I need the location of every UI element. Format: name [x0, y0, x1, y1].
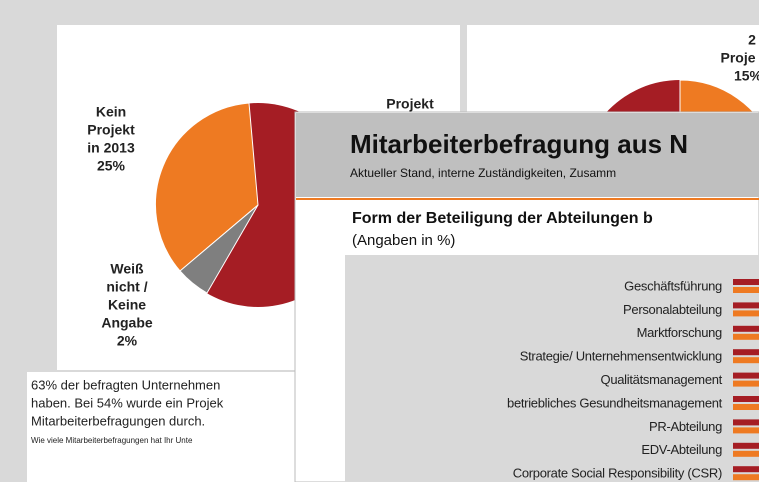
body-text: 63% der befragten Unternehmen	[31, 377, 220, 392]
front-title: Mitarbeiterbefragung aus N	[350, 129, 688, 159]
pie-label: Projekt	[87, 122, 135, 138]
back-labels: Kein Projekt in 2013 25% Weiß nicht / Keine Ang…	[31, 32, 759, 445]
bar-segment	[733, 279, 759, 285]
body-text: Mitarbeiterbefragungen durch.	[31, 413, 205, 428]
bar-segment	[733, 396, 759, 402]
front-subtitle: Aktueller Stand, interne Zuständigkeiten…	[350, 166, 616, 180]
bar-segment	[733, 404, 759, 410]
bar-segment	[733, 325, 759, 332]
footnote: Wie viele Mitarbeiterbefragungen hat Ihr…	[31, 436, 193, 445]
category-label: PR-Abteilung	[649, 419, 722, 434]
bar-segment	[733, 333, 759, 340]
front-header	[296, 113, 759, 197]
right-pie-label: 15%	[734, 68, 759, 84]
bar-segment	[733, 419, 759, 426]
pie-label: Kein	[96, 104, 126, 120]
bar-segment	[733, 380, 759, 387]
bar-segment	[733, 466, 759, 473]
pie-label: in 2013	[87, 140, 135, 156]
pie-label: 2%	[117, 333, 138, 349]
bar-segment	[733, 450, 759, 457]
pie-slice-no-project	[154, 102, 259, 272]
bar-segment	[733, 349, 759, 356]
bar-segment	[733, 302, 759, 309]
pie-label: Keine	[108, 297, 146, 313]
category-label: Marktforschung	[637, 325, 722, 340]
left-text-panel	[27, 372, 307, 482]
bar-segment	[733, 357, 759, 364]
pie-slice-unknown	[179, 204, 259, 294]
bar-segment	[733, 427, 759, 434]
pie-label: Weiß	[110, 261, 144, 277]
pie-label: Angabe	[101, 315, 153, 331]
chart-title: Form der Beteiligung der Abteilungen b	[352, 210, 653, 227]
category-label: Personalabteilung	[623, 302, 722, 317]
category-label: Corporate Social Responsibility (CSR)	[513, 466, 722, 481]
category-list: Geschäftsführung Personalabteilung Marktfo…	[507, 278, 759, 481]
category-label: Strategie/ Unternehmensentwicklung	[520, 349, 722, 364]
body-text: haben. Bei 54% wurde ein Projek	[31, 395, 224, 410]
chart-area	[345, 255, 759, 482]
pie-label: nicht /	[106, 279, 147, 295]
right-pie-label: 2	[748, 32, 756, 48]
bar-segment	[733, 474, 759, 481]
category-label: Qualitätsmanagement	[601, 372, 723, 387]
header-rule	[296, 198, 759, 200]
bar-segment	[733, 372, 759, 379]
category-label: Geschäftsführung	[624, 278, 722, 293]
right-pie-label: Proje	[720, 50, 755, 66]
pie-label: Projekt	[386, 96, 434, 112]
chart-subtitle: (Angaben in %)	[352, 232, 455, 249]
category-label: EDV-Abteilung	[641, 442, 722, 457]
bar-segment	[733, 287, 759, 293]
pie-label: 25%	[97, 158, 126, 174]
bar-segment	[733, 442, 759, 449]
category-label: betriebliches Gesundheitsmanagement	[507, 395, 723, 410]
bar-segment	[733, 310, 759, 317]
